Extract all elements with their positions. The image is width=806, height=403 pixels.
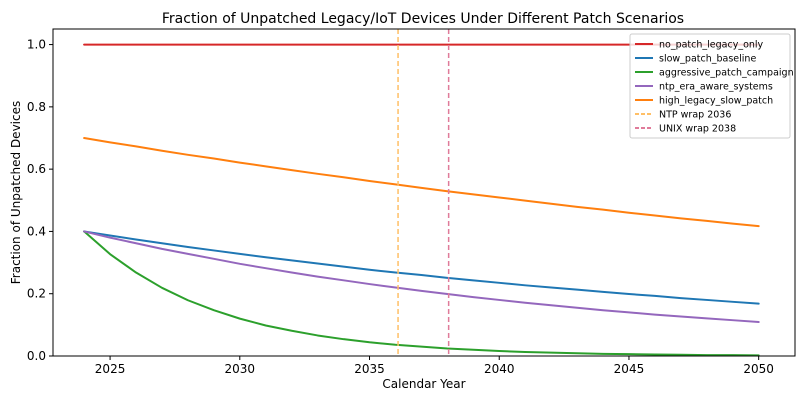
- legend-label-no-patch-legacy-only: no_patch_legacy_only: [659, 40, 764, 51]
- legend-label-high-legacy-slow-patch: high_legacy_slow_patch: [659, 96, 773, 107]
- y-tick-label: 0.6: [27, 162, 46, 176]
- series-line-aggressive-patch-campaign: [83, 230, 760, 357]
- plot-frame: [52, 28, 796, 357]
- legend-label-slow-patch-baseline: slow_patch_baseline: [659, 54, 756, 65]
- y-axis-label: Fraction of Unpatched Devices: [9, 101, 23, 284]
- x-tick-label: 2045: [614, 362, 645, 376]
- x-tick-label: 2040: [484, 362, 515, 376]
- series-line-high-legacy-slow-patch: [83, 137, 760, 228]
- y-tick-label: 1.0: [27, 38, 46, 52]
- series-line-slow-patch-baseline: [83, 230, 760, 305]
- legend-label-ntp-era-aware-systems: ntp_era_aware_systems: [659, 82, 773, 93]
- legend: no_patch_legacy_only slow_patch_baselinea…: [629, 33, 794, 139]
- y-tick-label: 0.8: [27, 100, 46, 114]
- chart-title: Fraction of Unpatched Legacy/IoT Devices…: [162, 11, 684, 27]
- y-tick-label: 0.0: [27, 349, 46, 363]
- x-tick-label: 2050: [743, 362, 774, 376]
- legend-box: [629, 33, 791, 139]
- x-tick-label: 2035: [354, 362, 385, 376]
- y-tick-label: 0.2: [27, 287, 46, 301]
- x-tick-label: 2030: [225, 362, 256, 376]
- legend-label-ntp-wrap-2036: NTP wrap 2036: [659, 110, 731, 121]
- x-axis-label: Calendar Year: [382, 377, 465, 391]
- x-tick-label: 2025: [95, 362, 126, 376]
- legend-label-unix-wrap-2038: UNIX wrap 2038: [659, 124, 736, 135]
- y-tick-label: 0.4: [27, 224, 46, 238]
- x-axis: 2025 2030 2035 2040 2045 2050: [95, 356, 774, 376]
- y-axis: 0.0 0.2 0.4 0.6 0.8 1.0: [27, 38, 53, 363]
- legend-label-aggressive-patch-campaign: aggressive_patch_campaign: [659, 68, 794, 79]
- series-line-ntp-era-aware-systems: [83, 230, 760, 324]
